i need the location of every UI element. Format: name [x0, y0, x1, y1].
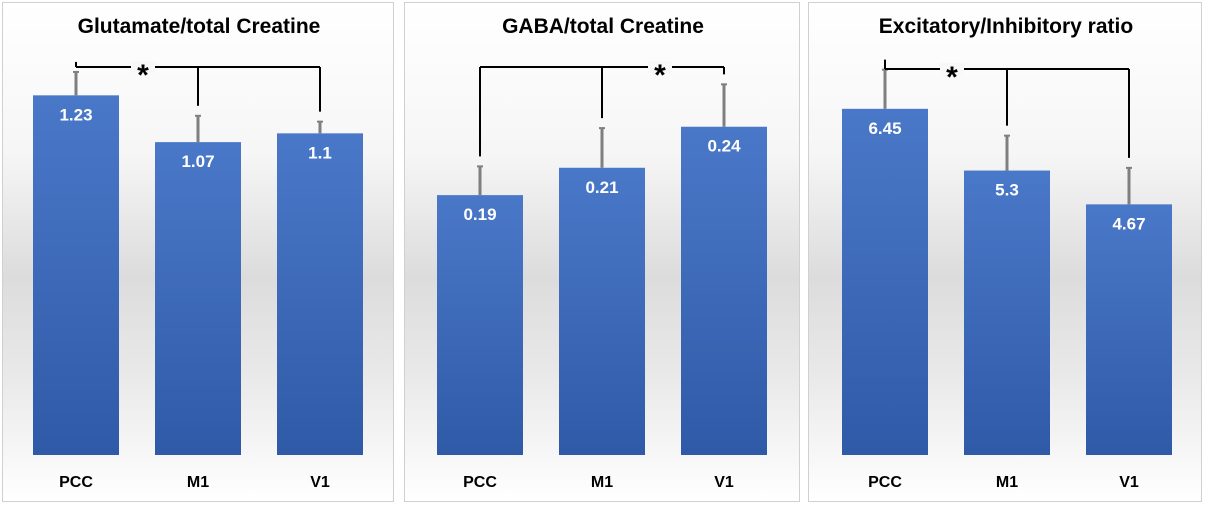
tick-label: M1: [591, 474, 613, 491]
tick-label: M1: [187, 474, 209, 491]
bar-pcc: [842, 108, 928, 455]
tick-label: PCC: [59, 474, 93, 491]
star-gap: [940, 63, 964, 75]
chart-ei-ratio: Excitatory/Inhibitory ratio 6.45 PCC 5.3 M1 4…: [842, 15, 1172, 491]
chart-gaba: GABA/total Creatine 0.19 PCC 0.21 M1 0.24 V1 *: [437, 15, 767, 491]
chart-panel-glutamate: Glutamate/total Creatine 1.23 PCC 1.07 M1 1.1…: [2, 2, 394, 502]
bar-m1: [559, 167, 645, 455]
data-label: 1.23: [59, 105, 92, 124]
data-label: 1.1: [308, 143, 332, 162]
bar-pcc: [33, 95, 119, 456]
chart-panel-gaba: GABA/total Creatine 0.19 PCC 0.21 M1 0.24 V1 *: [404, 2, 800, 502]
significance-star: *: [946, 61, 958, 94]
chart-title: GABA/total Creatine: [502, 15, 704, 38]
bar-v1: [681, 126, 767, 455]
tick-label: M1: [996, 474, 1018, 491]
chart-glutamate: Glutamate/total Creatine 1.23 PCC 1.07 M1 1.1…: [33, 15, 363, 491]
data-label: 0.21: [585, 178, 618, 197]
data-label: 0.19: [463, 205, 496, 224]
star-gap: [131, 61, 155, 73]
chart-panel-ei-ratio: Excitatory/Inhibitory ratio 6.45 PCC 5.3 M1 4…: [808, 2, 1202, 502]
star-gap: [648, 61, 672, 73]
bar-m1: [155, 142, 241, 455]
bar-v1: [277, 133, 363, 455]
tick-label: PCC: [463, 474, 497, 491]
tick-label: V1: [1119, 474, 1139, 491]
tick-label: V1: [714, 474, 734, 491]
bar-m1: [964, 170, 1050, 455]
significance-star: *: [654, 59, 666, 92]
significance-star: *: [137, 59, 149, 92]
chart-title: Glutamate/total Creatine: [78, 15, 321, 38]
data-label: 1.07: [181, 152, 214, 171]
data-label: 0.24: [707, 137, 741, 156]
tick-label: PCC: [868, 474, 902, 491]
bar-v1: [1086, 204, 1172, 455]
data-label: 6.45: [868, 119, 901, 138]
data-label: 5.3: [995, 181, 1019, 200]
tick-label: V1: [310, 474, 330, 491]
data-label: 4.67: [1112, 214, 1145, 233]
bar-pcc: [437, 195, 523, 455]
chart-title: Excitatory/Inhibitory ratio: [879, 15, 1133, 38]
